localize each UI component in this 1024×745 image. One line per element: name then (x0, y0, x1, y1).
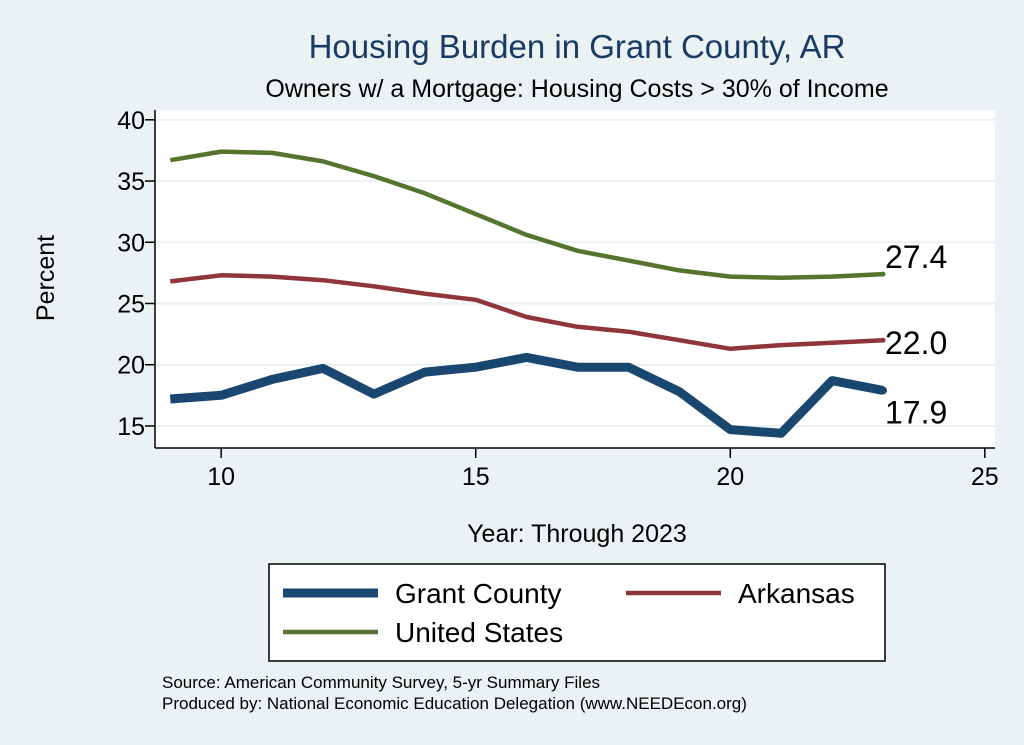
x-tick-label-15: 15 (462, 463, 490, 491)
end-label-united-states: 27.4 (885, 239, 947, 275)
y-tick-label-15: 15 (117, 413, 145, 441)
y-tick-label-40: 40 (117, 107, 145, 135)
y-tick-label-25: 25 (117, 290, 145, 318)
series-line-grant-county (169, 352, 884, 438)
end-point-arkansas (880, 337, 886, 343)
end-label-grant-county: 17.9 (885, 394, 947, 430)
y-tick-label-20: 20 (117, 352, 145, 380)
series-lines (169, 149, 887, 438)
producer-note: Produced by: National Economic Education… (162, 694, 747, 713)
x-axis-title: Year: Through 2023 (467, 520, 687, 548)
x-tick-label-10: 10 (207, 463, 235, 491)
end-labels: 27.4 22.0 17.9 (885, 239, 947, 430)
end-point-grant-county (879, 386, 887, 395)
y-axis-title: Percent (32, 235, 60, 321)
x-tick-label-25: 25 (971, 463, 999, 491)
legend-box (268, 563, 886, 662)
y-tick-label-30: 30 (117, 229, 145, 257)
legend-label-grant-county: Grant County (395, 578, 562, 609)
series-line-arkansas (170, 273, 884, 352)
legend: Grant County Arkansas United States (268, 563, 886, 662)
series-line-united-states (169, 149, 884, 281)
chart-title: Housing Burden in Grant County, AR (309, 28, 846, 65)
chart-subtitle: Owners w/ a Mortgage: Housing Costs > 30… (265, 75, 888, 103)
legend-label-united-states: United States (395, 617, 563, 648)
y-tick-label-35: 35 (117, 168, 145, 196)
source-note: Source: American Community Survey, 5-yr … (162, 673, 600, 692)
end-point-united-states (880, 271, 886, 277)
end-label-arkansas: 22.0 (885, 325, 947, 361)
x-tick-label-20: 20 (716, 463, 744, 491)
axes: 15 20 25 30 35 40 10 15 20 25 (117, 107, 999, 491)
legend-label-arkansas: Arkansas (738, 578, 855, 609)
